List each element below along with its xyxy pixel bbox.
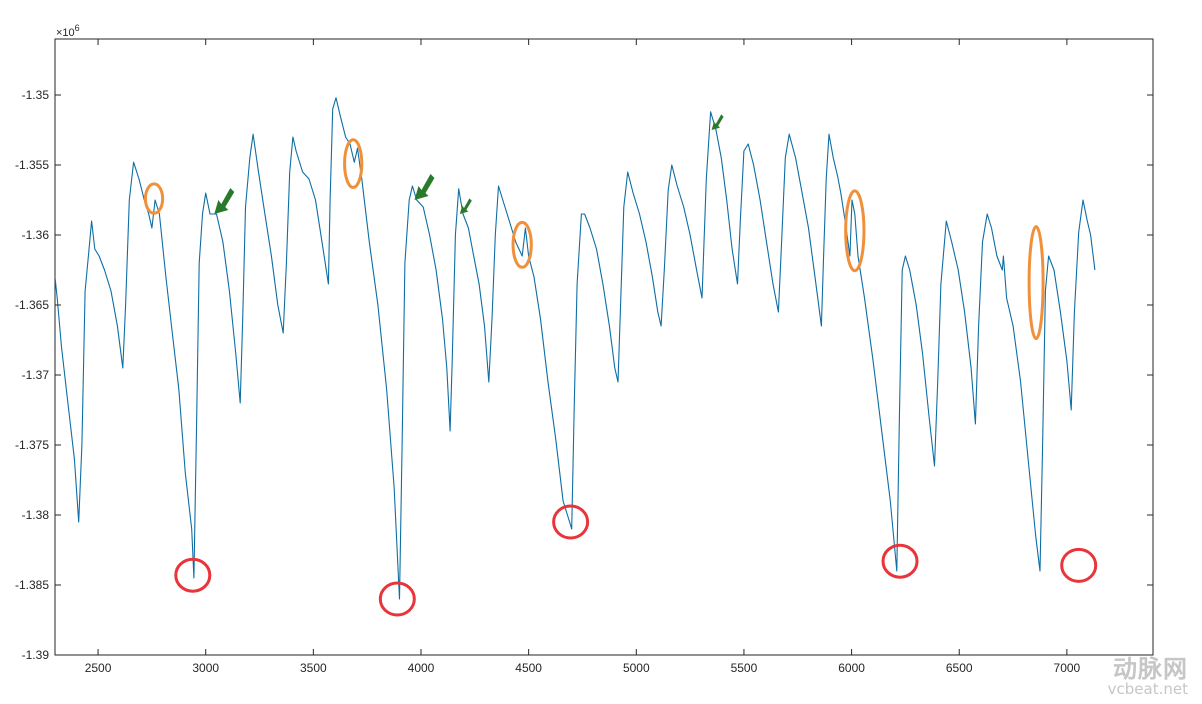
x-axis: 2500 3000 3500 4000 4500 5000 5500 6000 6500 7000 bbox=[85, 39, 1081, 675]
notch-marker-ellipse bbox=[143, 182, 165, 215]
y-tick-label: -1.385 bbox=[15, 578, 49, 592]
watermark-logo-text: 动脉网 bbox=[1113, 655, 1188, 684]
x-tick-label: 5500 bbox=[731, 661, 758, 675]
x-tick-label: 6000 bbox=[838, 661, 865, 675]
x-tick-label: 4000 bbox=[408, 661, 435, 675]
trough-marker-circle bbox=[881, 543, 919, 579]
y-exponent-label: ×106 bbox=[56, 23, 80, 39]
x-tick-label: 2500 bbox=[85, 661, 112, 675]
x-tick-label: 5000 bbox=[623, 661, 650, 675]
y-tick-label: -1.35 bbox=[22, 88, 50, 102]
y-tick-label: -1.355 bbox=[15, 158, 49, 172]
trough-marker-circle bbox=[552, 504, 590, 540]
series-line bbox=[55, 97, 1096, 600]
trough-marker-circle bbox=[1060, 547, 1098, 583]
trough-marker-circle bbox=[174, 557, 212, 593]
watermark-url: vcbeat.net bbox=[1107, 680, 1188, 699]
plot-content bbox=[55, 97, 1098, 617]
x-tick-label: 7000 bbox=[1054, 661, 1081, 675]
y-tick-label: -1.37 bbox=[22, 368, 50, 382]
y-tick-label: -1.39 bbox=[22, 648, 50, 662]
y-tick-label: -1.38 bbox=[22, 508, 50, 522]
notch-marker-ellipse bbox=[511, 220, 533, 269]
x-tick-label: 4500 bbox=[515, 661, 542, 675]
watermark: 动脉网 vcbeat.net bbox=[1107, 655, 1188, 699]
arrow-marker-icon bbox=[414, 174, 435, 200]
plot-area bbox=[54, 38, 1154, 656]
arrow-marker-icon bbox=[711, 114, 724, 130]
y-axis: -1.35 -1.355 -1.36 -1.365 -1.37 -1.375 -1.38 -1… bbox=[15, 88, 1153, 662]
x-tick-label: 3500 bbox=[300, 661, 327, 675]
x-tick-label: 6500 bbox=[946, 661, 973, 675]
trough-marker-circle bbox=[378, 581, 416, 617]
x-tick-label: 3000 bbox=[192, 661, 219, 675]
y-tick-label: -1.375 bbox=[15, 438, 49, 452]
y-tick-label: -1.36 bbox=[22, 228, 50, 242]
notch-marker-ellipse bbox=[1027, 225, 1045, 341]
arrow-marker-icon bbox=[214, 188, 235, 214]
notch-marker-ellipse bbox=[844, 189, 866, 273]
y-tick-label: -1.365 bbox=[15, 298, 49, 312]
notch-marker-ellipse bbox=[343, 138, 364, 189]
arrow-marker-icon bbox=[459, 198, 472, 214]
